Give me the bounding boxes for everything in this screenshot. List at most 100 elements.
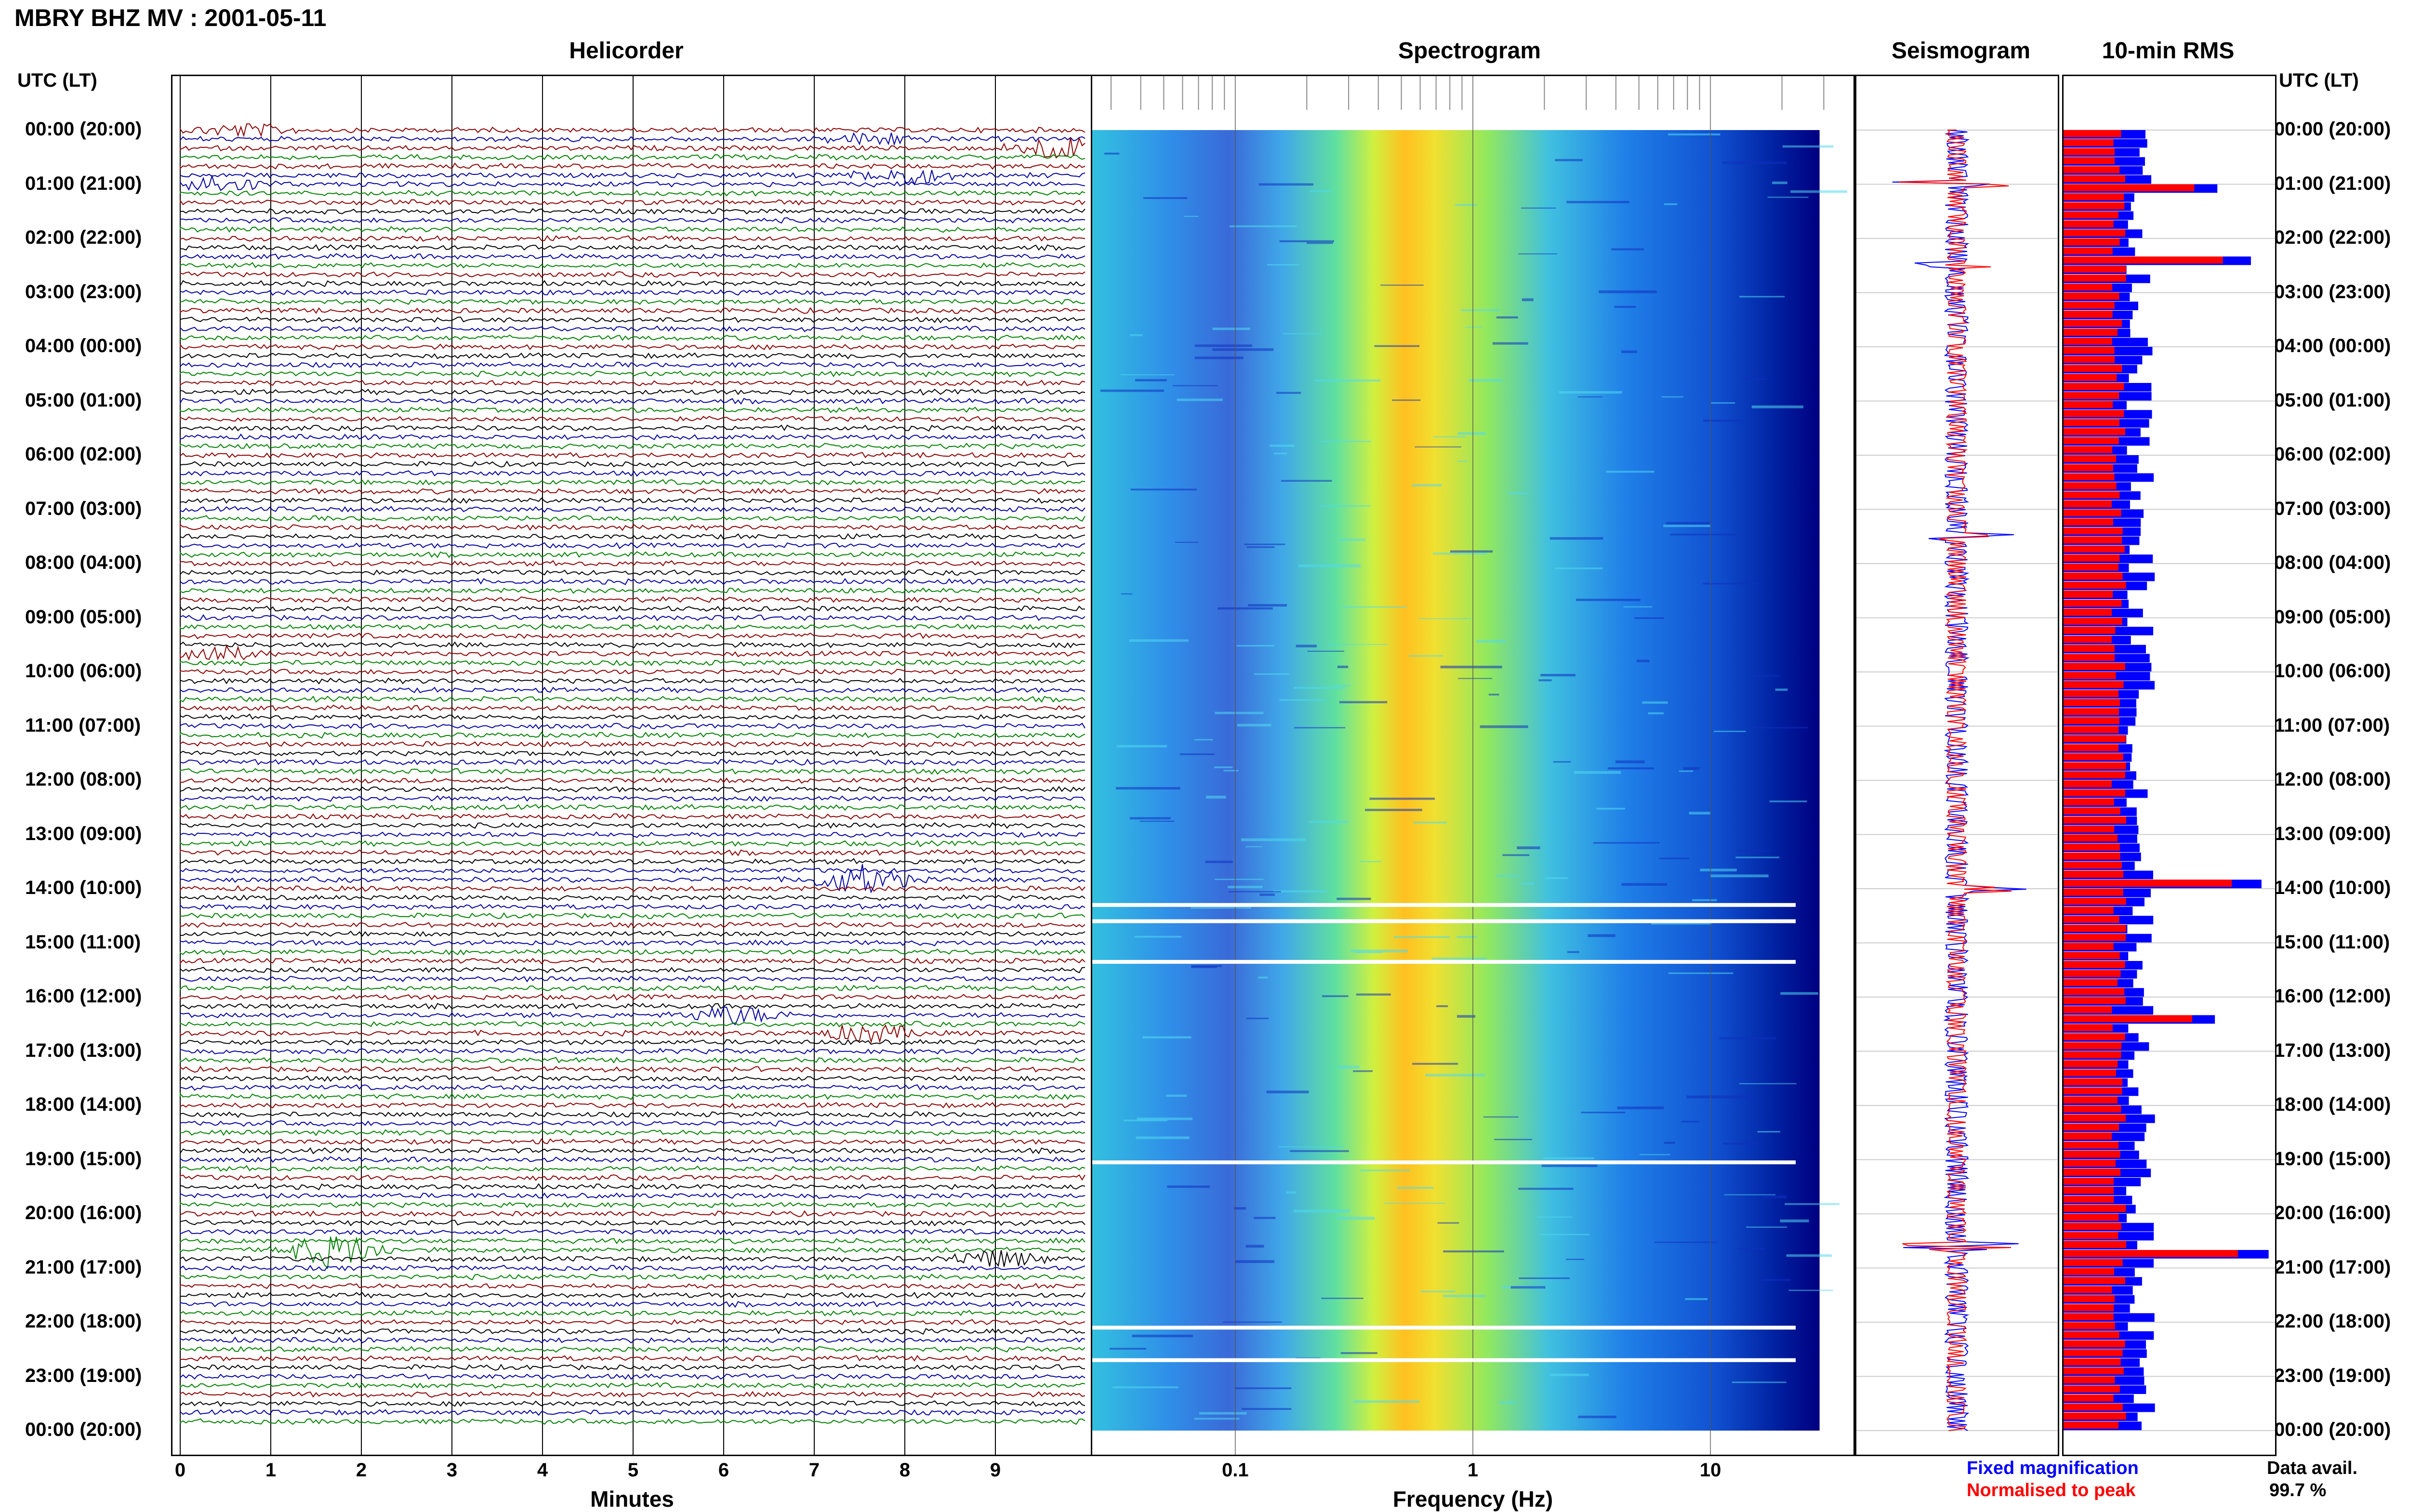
heli-tick-label: 5 (627, 1459, 639, 1481)
spectrogram-streak (1762, 1196, 1787, 1198)
spectrogram-streak (1785, 1203, 1840, 1205)
rms-bar-normalised (2064, 861, 2122, 869)
spectrogram-streak (1736, 850, 1770, 852)
spectrogram-streak (1521, 207, 1556, 209)
spectrogram-streak (1539, 1234, 1590, 1236)
helicorder-trace (180, 1328, 1085, 1335)
page-title: MBRY BHZ MV : 2001-05-11 (14, 4, 327, 31)
helicorder-trace (180, 975, 1085, 983)
rms-bar-normalised (2064, 401, 2113, 408)
spectrogram-streak (1496, 875, 1520, 877)
rms-bar-normalised (2064, 410, 2124, 417)
spectrogram-streak (1494, 1139, 1533, 1141)
spectrogram-streak (1246, 546, 1275, 548)
spectrogram-streak (1735, 856, 1780, 858)
spectrogram-streak (1307, 650, 1345, 652)
spectrogram-streak (1237, 723, 1271, 727)
rms-bar-normalised (2064, 1412, 2126, 1420)
rms-bar-normalised (2064, 834, 2118, 842)
rms-bar-normalised (2064, 500, 2112, 508)
rms-bar-normalised (2064, 1015, 2193, 1023)
helicorder-trace (180, 723, 1085, 730)
rms-bar-normalised (2064, 1295, 2115, 1302)
rms-bar-normalised (2064, 997, 2126, 1004)
rms-bar-normalised (2064, 1367, 2124, 1375)
spectrogram-streak (1130, 488, 1197, 491)
spectrogram-streak (1436, 1005, 1448, 1007)
rms-bar-normalised (2064, 1223, 2121, 1230)
rms-bar-normalised (2064, 491, 2120, 499)
spectrogram-streak (1286, 1191, 1297, 1194)
spectrogram-streak (1496, 316, 1518, 319)
spectrogram-streak (1780, 992, 1818, 995)
spectrogram-streak (1218, 607, 1273, 610)
rms-bar-normalised (2064, 554, 2120, 562)
spectrogram-streak (1245, 846, 1262, 847)
time-label-right: 13:00 (09:00) (2274, 823, 2391, 844)
rms-bar-normalised (2064, 1142, 2119, 1149)
spectrogram-streak (1788, 1289, 1833, 1291)
helicorder-trace (180, 822, 1085, 829)
spectrogram-streak (1588, 934, 1615, 937)
helicorder-trace (180, 696, 1085, 703)
rms-bar-normalised (2064, 1186, 2114, 1194)
spectrogram-gap (1092, 1358, 1796, 1362)
helicorder-trace (180, 903, 1085, 910)
rms-bar-normalised (2064, 961, 2125, 968)
spectrogram-streak (1666, 522, 1710, 525)
spectrogram-streak (1230, 225, 1297, 227)
helicorder-trace (180, 443, 1085, 450)
time-label-right: 14:00 (10:00) (2274, 877, 2391, 898)
spectrogram-streak (1710, 874, 1769, 878)
rms-bar-normalised (2064, 446, 2113, 453)
spectrogram-streak (1360, 861, 1382, 863)
helicorder-trace (180, 515, 1085, 522)
spectrogram-streak (1273, 452, 1287, 455)
spectrogram-streak (1143, 197, 1188, 199)
time-label-left: 00:00 (20:00) (25, 1419, 142, 1440)
helicorder-trace (180, 659, 1085, 667)
spectrogram-streak (1194, 344, 1252, 347)
spectrogram-streak (1212, 328, 1250, 330)
spectrogram-streak (1757, 1131, 1780, 1133)
spectrogram-streak (1356, 993, 1391, 996)
rms-bar-normalised (2064, 355, 2115, 363)
spectrogram-streak (1545, 877, 1568, 879)
heli-tick-label: 9 (990, 1459, 1001, 1481)
spectrogram-streak (1314, 379, 1381, 382)
spectrogram-streak (1456, 936, 1477, 938)
rms-bar-normalised (2064, 798, 2114, 806)
helicorder-trace (180, 370, 1085, 378)
heli-tick-label: 1 (265, 1459, 277, 1481)
rms-bar-normalised (2064, 247, 2113, 255)
time-label-left: 05:00 (01:00) (25, 389, 142, 411)
spectrogram-streak (1738, 1248, 1765, 1249)
time-label-right: 18:00 (14:00) (2274, 1094, 2391, 1115)
spectrogram-streak (1393, 936, 1450, 938)
spectrogram-streak (1488, 694, 1499, 696)
helicorder-trace (180, 226, 1085, 233)
spectrogram-streak (1483, 1116, 1519, 1118)
spectrogram-streak (1353, 1070, 1373, 1072)
helicorder-trace (180, 1337, 1085, 1344)
spectrogram-streak (1751, 405, 1803, 408)
rms-bar-normalised (2064, 572, 2123, 580)
rms-bar-normalised (2064, 925, 2126, 932)
spectrogram-gap (1092, 960, 1796, 964)
rms-bar-normalised (2064, 608, 2112, 616)
helicorder-trace (180, 864, 1085, 894)
helicorder-trace (180, 1057, 1085, 1064)
spectrogram-title: Spectrogram (1398, 38, 1541, 64)
spectrogram-streak (1685, 1298, 1708, 1301)
spectrogram-streak (1648, 712, 1664, 714)
rms-bar-normalised (2064, 220, 2114, 228)
helicorder-trace (180, 1319, 1085, 1325)
spectrogram-streak (1235, 1387, 1292, 1389)
helicorder-trace (180, 307, 1085, 314)
rms-bar-normalised (2064, 527, 2123, 535)
time-label-left: 06:00 (02:00) (25, 444, 142, 465)
rms-bar-normalised (2064, 1304, 2114, 1312)
spectrogram-streak (1177, 398, 1223, 401)
rms-bar-normalised (2064, 148, 2115, 156)
rms-bar-normalised (2064, 600, 2122, 607)
